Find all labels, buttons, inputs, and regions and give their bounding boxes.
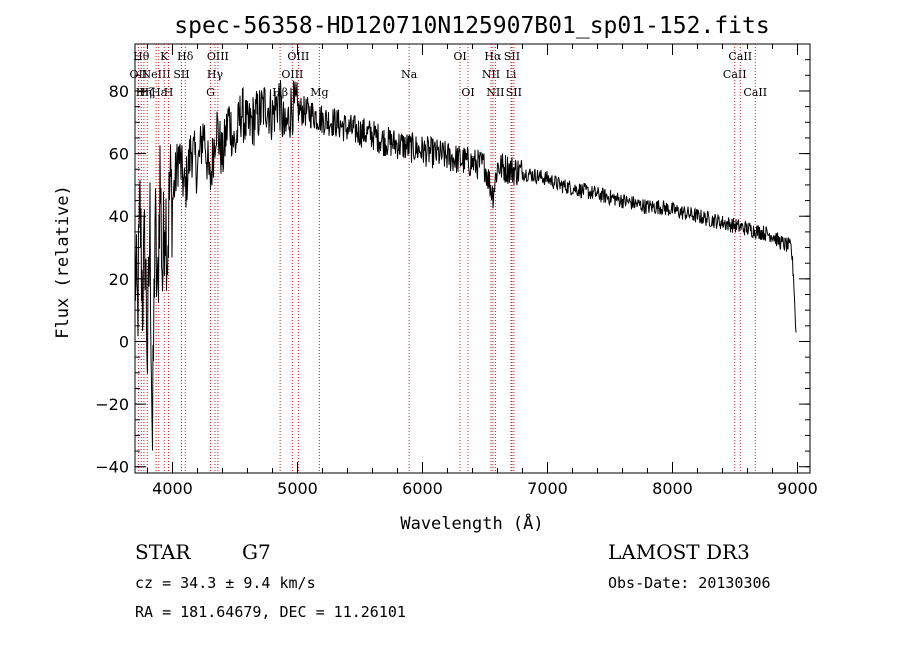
- y-tick-label: −40: [95, 458, 129, 477]
- y-axis-label: Flux (relative): [53, 185, 73, 339]
- plot-area: OIIHθHηHζNeIIIHεKHSIIHδGHγOIIIHβOIIIOIII…: [95, 43, 818, 498]
- spectral-line-label: SII: [173, 68, 189, 81]
- spectral-line-label: K: [160, 50, 169, 63]
- spectral-line-label: OIII: [287, 50, 309, 63]
- spectral-line-label: OI: [461, 86, 474, 99]
- x-tick-label: 9000: [777, 479, 818, 498]
- spectral-line-label: CaII: [728, 50, 752, 63]
- spectral-line-label: OIII: [207, 50, 229, 63]
- plot-frame: [134, 43, 811, 474]
- object-class: STAR: [135, 540, 191, 564]
- spectral-line-label: NII: [482, 68, 500, 81]
- object-subclass: G7: [242, 540, 271, 564]
- spectral-line-label: CaII: [723, 68, 747, 81]
- redshift-cz: cz = 34.3 ± 9.4 km/s: [135, 574, 316, 592]
- spectral-line-label: OI: [453, 50, 466, 63]
- survey-name: LAMOST DR3: [608, 540, 750, 564]
- x-tick-label: 5000: [277, 479, 318, 498]
- spectral-line-label: Li: [506, 68, 517, 81]
- spectral-line-label: NII: [486, 86, 504, 99]
- x-tick-label: 8000: [652, 479, 693, 498]
- x-tick-label: 4000: [152, 479, 193, 498]
- y-tick-label: 40: [109, 207, 129, 226]
- spectral-line-label: H: [164, 86, 174, 99]
- x-tick-label: 7000: [527, 479, 568, 498]
- spectral-line-label: Mg: [310, 86, 328, 99]
- spectral-line-label: SII: [504, 50, 520, 63]
- x-tick-label: 6000: [402, 479, 443, 498]
- spectral-line-label: Hγ: [207, 68, 224, 81]
- y-tick-label: 0: [119, 332, 129, 351]
- spectral-line-label: CaII: [743, 86, 767, 99]
- spectral-line-label: OII: [130, 68, 148, 81]
- y-tick-label: 60: [109, 145, 129, 164]
- spectral-line-label: G: [206, 86, 215, 99]
- spectral-line-label: NeIII: [142, 68, 171, 81]
- spectral-line-label: Hδ: [177, 50, 194, 63]
- spectral-line-label: Hα: [484, 50, 502, 63]
- chart-title: spec-56358-HD120710N125907B01_sp01-152.f…: [174, 13, 769, 39]
- x-axis-label: Wavelength (Å): [400, 512, 543, 534]
- y-tick-label: 20: [109, 270, 129, 289]
- spectral-line-label: SII: [506, 86, 522, 99]
- y-tick-label: 80: [109, 82, 129, 101]
- spectral-line-label: Hε: [151, 86, 167, 99]
- spectral-line-label: Hη: [136, 86, 152, 99]
- y-tick-label: −20: [95, 395, 129, 414]
- spectrum-series-line: [134, 80, 797, 451]
- ra-dec: RA = 181.64679, DEC = 11.26101: [135, 603, 406, 621]
- spectral-line-label: Na: [401, 68, 418, 81]
- obs-date: Obs-Date: 20130306: [608, 574, 771, 592]
- spectral-line-label: Hζ: [139, 86, 155, 99]
- spectral-line-label: OIII: [281, 68, 303, 81]
